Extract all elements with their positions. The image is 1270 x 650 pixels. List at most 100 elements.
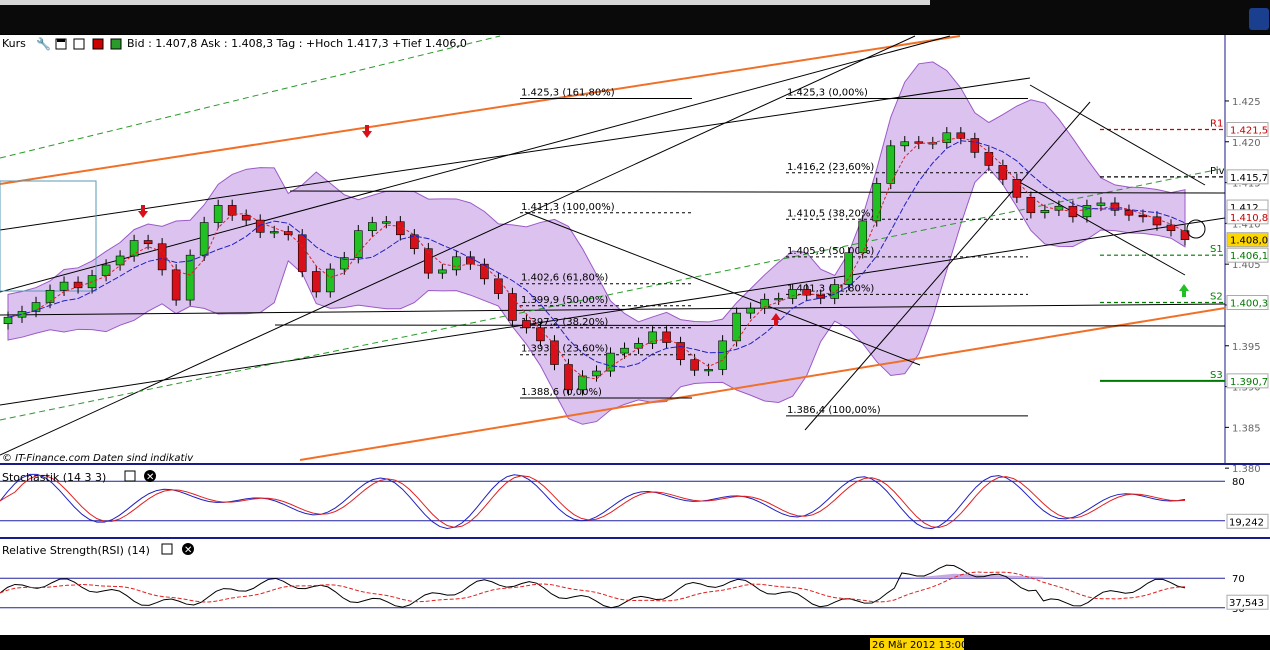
price-panel-title: Kurs (2, 37, 26, 50)
candle-body (564, 364, 573, 391)
fib-level-label: 1.386,4 (100,00%) (787, 405, 881, 416)
price-badge (1226, 209, 1269, 225)
level-name: R1 (1210, 119, 1223, 130)
candle-body (452, 256, 461, 271)
close-icon[interactable] (182, 543, 194, 555)
rsi-value-label: 37,543 (1229, 598, 1264, 609)
candle-body (690, 359, 699, 371)
trend-line (299, 307, 1226, 461)
fib-level-label: 1.425,3 (161,80%) (521, 88, 615, 99)
candle-body (1012, 178, 1022, 198)
candle-body (438, 269, 447, 274)
candle-body (480, 263, 489, 280)
candle-body (410, 234, 419, 249)
candle-body (634, 343, 643, 349)
candle-body (199, 222, 209, 256)
trend-line (804, 101, 1091, 431)
candle-body (255, 219, 265, 233)
candle-body (45, 289, 55, 303)
candle-body (746, 307, 755, 314)
wrench-icon[interactable]: 🔧 (36, 36, 51, 51)
top-strip (0, 0, 930, 5)
candle-body (858, 220, 868, 254)
price-badge-label: 1.408,0 (1230, 236, 1268, 247)
fib-level-label: 1.410,5 (38,20%) (787, 208, 874, 219)
candle-body (1124, 210, 1134, 216)
rsi-overbought-fill (909, 573, 1044, 579)
candle-body (1068, 205, 1078, 218)
candle-body (466, 256, 475, 265)
price-tick-label: 1.380 (1232, 464, 1261, 475)
fib-level-label: 1.388,6 (0,00%) (521, 387, 602, 398)
candle-body (494, 278, 503, 294)
level-name: S1 (1210, 244, 1223, 255)
stoch-value-badge (1226, 513, 1269, 529)
candle-body (283, 231, 293, 236)
fib-level-label: 1.405,9 (50,00%) (787, 246, 874, 257)
candle-body (662, 331, 671, 343)
trend-line (0, 35, 501, 159)
candle-body (830, 284, 840, 299)
candle-body (550, 340, 559, 365)
price-layer: R1 Piv S1 S2 S3 1.425,3 (161,80%) 1.411,3 (100… (0, 35, 1226, 461)
window-icon[interactable] (124, 470, 136, 482)
time-axis (0, 636, 1270, 650)
stochastic-panel[interactable] (0, 465, 1225, 537)
level-badge-label: 1.390,7 (1230, 377, 1268, 388)
candle-body (774, 298, 783, 301)
candle-body (1152, 216, 1162, 226)
fib-level-label: 1.399,9 (50,00%) (521, 295, 608, 306)
candle-body (802, 289, 811, 296)
buy-arrow-icon (1179, 284, 1189, 291)
candle-body (508, 293, 517, 321)
level-badge-label: 1.406,1 (1230, 251, 1268, 262)
level-badge-label: 1.415,7 (1230, 173, 1268, 184)
candle-body (648, 331, 657, 344)
buy-arrow-icon (771, 313, 781, 320)
arrow-shaft (774, 320, 778, 326)
trend-line (1029, 84, 1206, 186)
candle-body (382, 221, 391, 224)
level-badge (1226, 122, 1269, 138)
fib-level-label: 1.416,2 (23,60%) (787, 162, 874, 173)
candle-body (129, 240, 139, 257)
candle-body (31, 302, 41, 312)
candle-body (844, 252, 854, 285)
level-badge (1226, 295, 1269, 311)
fib-level-label: 1.411,3 (100,00%) (521, 202, 615, 213)
candle-body (171, 269, 181, 301)
candle-body (970, 138, 980, 153)
app-logo-icon[interactable] (1249, 8, 1269, 30)
level-badge (1226, 169, 1269, 185)
candle-body (760, 298, 769, 309)
stoch-tick-label: 80 (1232, 477, 1245, 488)
trend-line (0, 303, 1226, 316)
candle-body (3, 316, 13, 325)
price-tick-label: 1.420 (1232, 138, 1261, 149)
candle-body (620, 347, 629, 354)
price-badge (1226, 232, 1269, 248)
window-icon[interactable] (161, 543, 173, 555)
level-badge-label: 1.421,5 (1230, 126, 1268, 137)
level-name: Piv (1210, 166, 1225, 177)
sell-arrow-icon (362, 131, 372, 138)
candle-body (606, 352, 615, 372)
trend-line (1015, 179, 1186, 276)
crosshair-circle-icon[interactable] (1186, 219, 1206, 239)
candle-body (1096, 202, 1106, 206)
rsi-value-badge (1226, 594, 1269, 610)
candle-body (788, 289, 797, 299)
candle-body (17, 311, 27, 318)
candle-body (718, 340, 727, 370)
close-icon[interactable] (144, 470, 156, 482)
candle-body (311, 271, 321, 293)
arrow-shaft (1182, 291, 1186, 297)
price-tick-label: 1.405 (1232, 260, 1261, 271)
green-square-icon[interactable] (110, 38, 122, 50)
stochastic-title: Stochastik (14 3 3) (2, 471, 106, 484)
watermark: © IT-Finance.com Daten sind indikativ (2, 453, 194, 464)
maximize-icon-bar (57, 39, 65, 42)
close-icon-glyph: ✕ (146, 472, 154, 483)
window-icon[interactable] (73, 38, 85, 50)
close-red-icon[interactable] (92, 38, 104, 50)
